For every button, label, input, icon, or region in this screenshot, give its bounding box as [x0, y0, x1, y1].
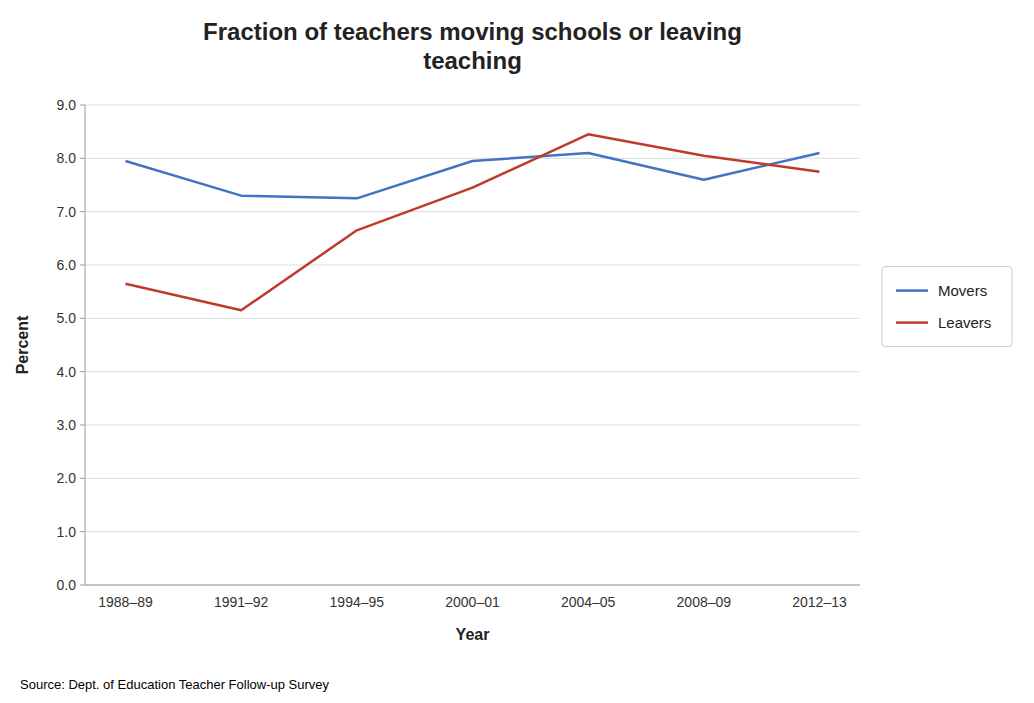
y-tick-label: 5.0 [57, 310, 77, 326]
y-tick-label: 8.0 [57, 150, 77, 166]
grid-line [85, 585, 860, 586]
x-tick-label: 1994–95 [330, 594, 385, 610]
grid-line [85, 371, 860, 372]
legend-swatch [896, 289, 928, 292]
legend-box [882, 267, 1012, 347]
x-axis-label: Year [456, 626, 490, 643]
x-tick-label: 2004–05 [561, 594, 616, 610]
y-axis-label: Percent [14, 315, 31, 374]
source-text: Source: Dept. of Education Teacher Follo… [20, 677, 330, 692]
y-tick-label: 9.0 [57, 97, 77, 113]
series-line [125, 153, 819, 198]
y-tick-label: 4.0 [57, 364, 77, 380]
x-tick-label: 2008–09 [677, 594, 732, 610]
grid-line [85, 531, 860, 532]
grid-line [85, 105, 860, 106]
title-line: teaching [423, 47, 522, 74]
grid-line [85, 425, 860, 426]
legend-label: Leavers [938, 314, 991, 331]
grid-line [85, 318, 860, 319]
x-axis-line [85, 585, 860, 586]
y-tick [80, 318, 85, 319]
y-axis: 0.0 1.0 2.0 3.0 4.0 5.0 6.0 7.0 8.0 9.0 [57, 97, 860, 593]
x-tick-label: 1988–89 [98, 594, 153, 610]
grid-line [85, 478, 860, 479]
grid-line [85, 265, 860, 266]
y-tick [80, 158, 85, 159]
y-tick-label: 3.0 [57, 417, 77, 433]
y-tick-label: 1.0 [57, 524, 77, 540]
chart-svg: Fraction of teachers moving schools or l… [0, 0, 1034, 703]
x-tick-label: 2012–13 [792, 594, 847, 610]
title-line: Fraction of teachers moving schools or l… [203, 18, 742, 45]
y-tick-label: 7.0 [57, 204, 77, 220]
y-tick-label: 0.0 [57, 577, 77, 593]
background [0, 0, 1034, 703]
y-tick [80, 265, 85, 266]
y-tick [80, 371, 85, 372]
legend: Movers Leavers [882, 267, 1012, 347]
y-tick [80, 105, 85, 106]
legend-label: Movers [938, 282, 987, 299]
y-tick [80, 585, 85, 586]
grid-line [85, 211, 860, 212]
x-tick-label: 2000–01 [445, 594, 500, 610]
x-axis: 1988–89 1991–92 1994–95 2000–01 2004–05 2008–… [98, 594, 847, 610]
y-tick [80, 531, 85, 532]
x-tick-label: 1991–92 [214, 594, 269, 610]
y-tick [80, 425, 85, 426]
y-tick-label: 6.0 [57, 257, 77, 273]
title: Fraction of teachers moving schools or l… [203, 18, 742, 74]
legend-swatch [896, 321, 928, 324]
y-tick [80, 211, 85, 212]
y-axis-line [85, 105, 86, 585]
series-line [125, 134, 819, 310]
chart-container: Fraction of teachers moving schools or l… [0, 0, 1034, 703]
grid-line [85, 158, 860, 159]
y-tick-label: 2.0 [57, 470, 77, 486]
y-tick [80, 478, 85, 479]
plot-area [125, 134, 819, 310]
